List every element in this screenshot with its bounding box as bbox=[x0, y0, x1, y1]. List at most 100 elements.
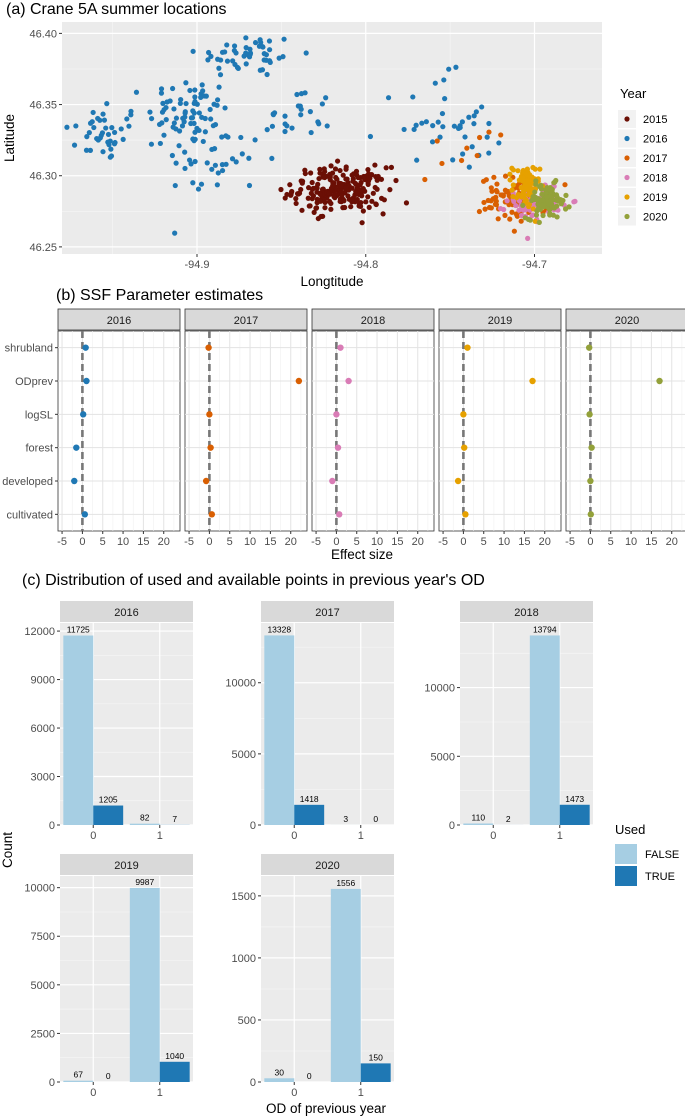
point-2016 bbox=[199, 82, 205, 88]
x-tick-label: 20 bbox=[285, 536, 297, 548]
point-2017 bbox=[495, 216, 501, 222]
point-2016 bbox=[173, 115, 180, 121]
x-tick-label: -94.8 bbox=[353, 259, 378, 271]
estimate-point bbox=[587, 477, 594, 485]
facet-strip bbox=[311, 308, 435, 331]
x-tick-label: 1 bbox=[157, 1087, 163, 1099]
estimate-point bbox=[329, 477, 336, 485]
y-tick-label: cultivated bbox=[7, 509, 53, 521]
point-2016 bbox=[222, 105, 228, 111]
x-tick-label: 0 bbox=[79, 536, 85, 548]
x-tick-label: 10 bbox=[117, 536, 129, 548]
y-tick-label: 1500 bbox=[232, 891, 256, 903]
estimate-point bbox=[585, 344, 593, 351]
point-2016 bbox=[218, 57, 224, 63]
point-2019 bbox=[530, 164, 536, 171]
point-2020 bbox=[520, 202, 526, 209]
bar-data-label: 1473 bbox=[565, 794, 584, 804]
facet-strip-label: 2017 bbox=[234, 315, 258, 327]
point-2018 bbox=[529, 213, 535, 219]
legend-title: Used bbox=[615, 822, 645, 837]
point-2016 bbox=[177, 100, 183, 107]
y-tick-label: logSL bbox=[25, 409, 53, 421]
point-2016 bbox=[230, 58, 236, 64]
estimate-point bbox=[333, 411, 340, 418]
point-2016 bbox=[252, 137, 258, 143]
x-tick-label: 1 bbox=[557, 830, 563, 842]
point-2016 bbox=[222, 49, 228, 55]
point-2016 bbox=[429, 139, 436, 145]
point-2015 bbox=[348, 204, 354, 210]
bar-data-label: 3 bbox=[343, 814, 348, 824]
estimate-point bbox=[656, 377, 663, 385]
bar-true bbox=[294, 804, 325, 825]
point-2016 bbox=[269, 155, 275, 162]
point-2016 bbox=[206, 49, 212, 56]
point-2016 bbox=[182, 165, 188, 172]
point-2016 bbox=[200, 88, 206, 94]
point-2016 bbox=[216, 84, 222, 90]
y-tick-label: 10000 bbox=[24, 883, 55, 895]
point-2016 bbox=[111, 141, 118, 147]
point-2017 bbox=[506, 202, 512, 208]
point-2015 bbox=[310, 193, 317, 199]
point-2016 bbox=[160, 100, 166, 106]
point-2016 bbox=[103, 125, 109, 131]
point-2016 bbox=[172, 230, 178, 236]
point-2015 bbox=[317, 191, 324, 198]
x-tick-label: 5 bbox=[481, 536, 487, 548]
facet-strip bbox=[184, 308, 308, 331]
point-2020 bbox=[527, 217, 533, 223]
facet-panel bbox=[184, 330, 308, 532]
point-2016 bbox=[97, 117, 103, 123]
point-2016 bbox=[169, 152, 175, 159]
point-2015 bbox=[293, 200, 299, 207]
point-2017 bbox=[474, 152, 480, 159]
y-tick-label: 3000 bbox=[31, 772, 55, 784]
x-tick-label: 0 bbox=[90, 830, 96, 842]
y-tick-label: 1000 bbox=[232, 953, 256, 965]
point-2016 bbox=[187, 87, 193, 94]
point-2015 bbox=[365, 167, 371, 173]
point-2020 bbox=[536, 219, 542, 225]
point-2015 bbox=[331, 192, 337, 198]
y-tick-label: ODprev bbox=[15, 376, 53, 388]
y-tick-label: 500 bbox=[238, 1015, 256, 1027]
point-2016 bbox=[246, 54, 253, 60]
estimate-point bbox=[82, 344, 89, 351]
point-2017 bbox=[511, 228, 517, 234]
point-2016 bbox=[430, 123, 436, 129]
y-tick-label: 5000 bbox=[232, 749, 256, 761]
x-axis-title: Effect size bbox=[331, 547, 393, 562]
legend-title: Year bbox=[620, 86, 647, 101]
point-2016 bbox=[176, 143, 182, 149]
point-2016 bbox=[414, 157, 420, 163]
bar-data-label: 11725 bbox=[67, 625, 90, 635]
bar-data-label: 2 bbox=[506, 814, 511, 824]
bar-false bbox=[63, 1080, 94, 1082]
panel-c-title: (c) Distribution of used and available p… bbox=[22, 572, 485, 589]
x-axis-title: OD of previous year bbox=[266, 1101, 387, 1116]
point-2019 bbox=[537, 166, 543, 172]
point-2016 bbox=[231, 47, 237, 54]
panel-b-ssf-estimates: shrubland ODprev logSL forest developed culti… bbox=[2, 308, 685, 562]
point-2016 bbox=[182, 149, 188, 155]
y-tick-label: 10000 bbox=[424, 683, 455, 695]
point-2018 bbox=[497, 205, 504, 212]
bar-false bbox=[264, 635, 295, 825]
point-2015 bbox=[317, 166, 323, 172]
point-2015 bbox=[326, 190, 332, 196]
bar-data-label: 1205 bbox=[99, 795, 118, 805]
point-2015 bbox=[328, 163, 334, 169]
bar-data-label: 150 bbox=[369, 1052, 383, 1062]
point-2016 bbox=[178, 96, 184, 103]
x-axis-title: Longtitude bbox=[300, 274, 363, 289]
bar-data-label: 1418 bbox=[300, 794, 319, 804]
bar-false bbox=[529, 635, 560, 825]
point-2015 bbox=[313, 205, 319, 211]
point-2017 bbox=[489, 188, 495, 194]
point-2020 bbox=[533, 178, 539, 184]
bar-false bbox=[63, 635, 94, 825]
point-2015 bbox=[337, 167, 343, 174]
panel-a-title: (a) Crane 5A summer locations bbox=[6, 1, 227, 18]
